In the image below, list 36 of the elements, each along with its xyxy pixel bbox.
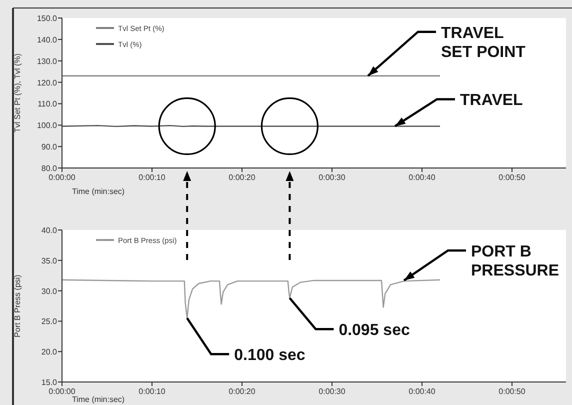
y-tick-label: 35.0 bbox=[41, 256, 58, 266]
x-tick-label: 0:00:20 bbox=[228, 173, 256, 182]
y-tick-label: 100.0 bbox=[36, 121, 58, 130]
y-axis-title: Tvl Set Pt (%), Tvl (%) bbox=[13, 53, 22, 132]
y-tick-label: 30.0 bbox=[41, 286, 58, 296]
line-series bbox=[61, 279, 441, 319]
y-tick-label: 150.0 bbox=[36, 14, 58, 23]
x-tick-label: 0:00:30 bbox=[318, 173, 346, 182]
y-tick-label: 110.0 bbox=[38, 100, 58, 109]
annotation: 0.095 sec bbox=[338, 322, 410, 340]
y-tick-label: 80.0 bbox=[41, 164, 58, 173]
x-tick-label: 0:00:00 bbox=[48, 173, 76, 182]
x-axis-title: Time (min:sec) bbox=[72, 395, 125, 404]
y-tick-label: 90.0 bbox=[41, 142, 58, 152]
x-tick-label: 0:00:50 bbox=[498, 173, 526, 182]
x-tick-label: 0:00:20 bbox=[228, 387, 256, 396]
x-tick-label: 0:00:10 bbox=[138, 173, 166, 182]
y-tick-label: 120.0 bbox=[36, 78, 58, 88]
y-tick-label: 40.0 bbox=[41, 226, 58, 235]
annotation: 0.100 sec bbox=[234, 347, 306, 364]
y-tick-label: 20.0 bbox=[41, 348, 58, 357]
annotation: PORT B PRESSURE bbox=[471, 243, 560, 280]
y-tick-label: 15.0 bbox=[41, 378, 58, 387]
x-axis-title: Time (min:sec) bbox=[72, 187, 125, 196]
x-tick-label: 0:00:50 bbox=[498, 387, 526, 396]
x-tick-label: 0:00:10 bbox=[138, 387, 166, 396]
x-tick-label: 0:00:00 bbox=[48, 387, 76, 396]
x-tick-label: 0:00:40 bbox=[408, 387, 436, 396]
x-tick-label: 0:00:40 bbox=[408, 173, 436, 182]
y-tick-label: 25.0 bbox=[41, 317, 58, 326]
y-tick-label: 140.0 bbox=[36, 35, 58, 44]
annotation: TRAVEL SET POINT bbox=[441, 24, 526, 61]
x-tick-label: 0:00:30 bbox=[318, 387, 346, 396]
y-axis-title: Port B Press (psi) bbox=[13, 274, 22, 338]
y-tick-label: 130.0 bbox=[36, 56, 58, 66]
annotation: TRAVEL bbox=[460, 92, 524, 110]
